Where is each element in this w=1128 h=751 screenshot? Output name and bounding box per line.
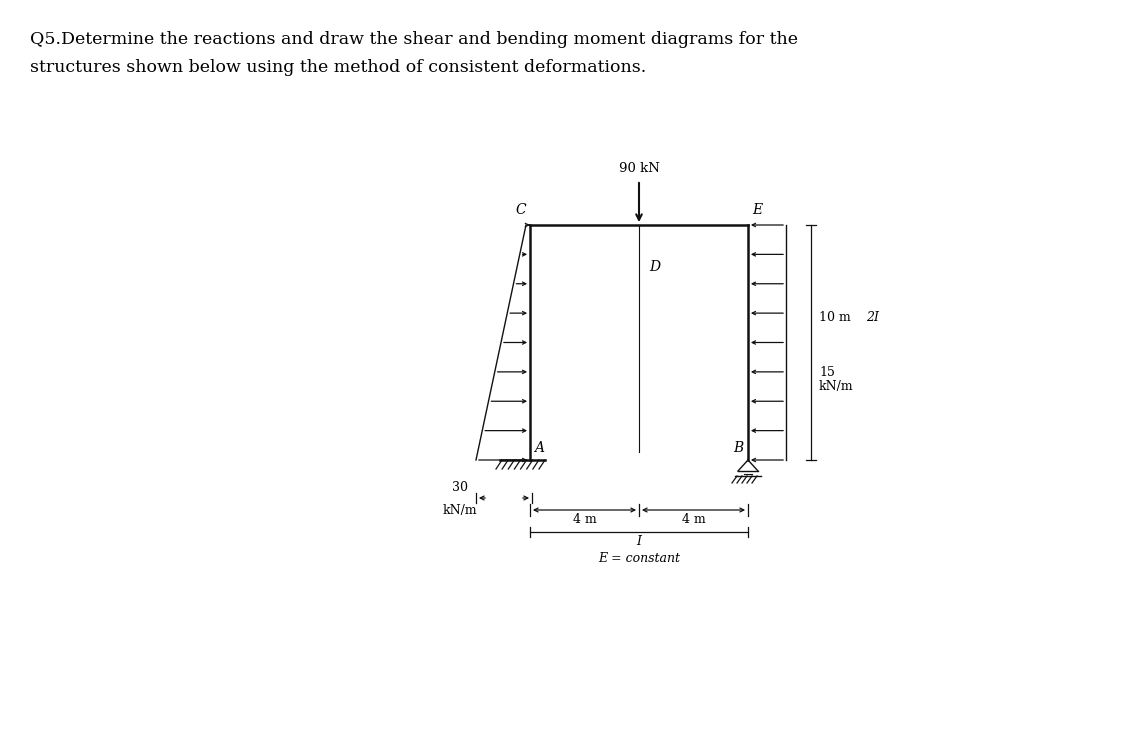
Text: structures shown below using the method of consistent deformations.: structures shown below using the method … [30,59,646,76]
Text: B: B [733,441,743,455]
Text: E = constant: E = constant [598,552,680,565]
Text: A: A [534,441,544,455]
Text: 30: 30 [452,481,468,494]
Text: 10 m: 10 m [819,311,851,324]
Text: E: E [752,203,763,217]
Text: kN/m: kN/m [442,504,477,517]
Text: D: D [649,260,660,274]
Text: kN/m: kN/m [819,380,854,393]
Text: 4 m: 4 m [573,513,597,526]
Text: 2I: 2I [866,311,879,324]
Text: 15: 15 [819,366,835,379]
Text: 4 m: 4 m [681,513,705,526]
Text: Q5.Determine the reactions and draw the shear and bending moment diagrams for th: Q5.Determine the reactions and draw the … [30,31,797,48]
Text: 90 kN: 90 kN [618,162,660,175]
Text: C: C [515,203,526,217]
Text: I: I [636,535,642,548]
